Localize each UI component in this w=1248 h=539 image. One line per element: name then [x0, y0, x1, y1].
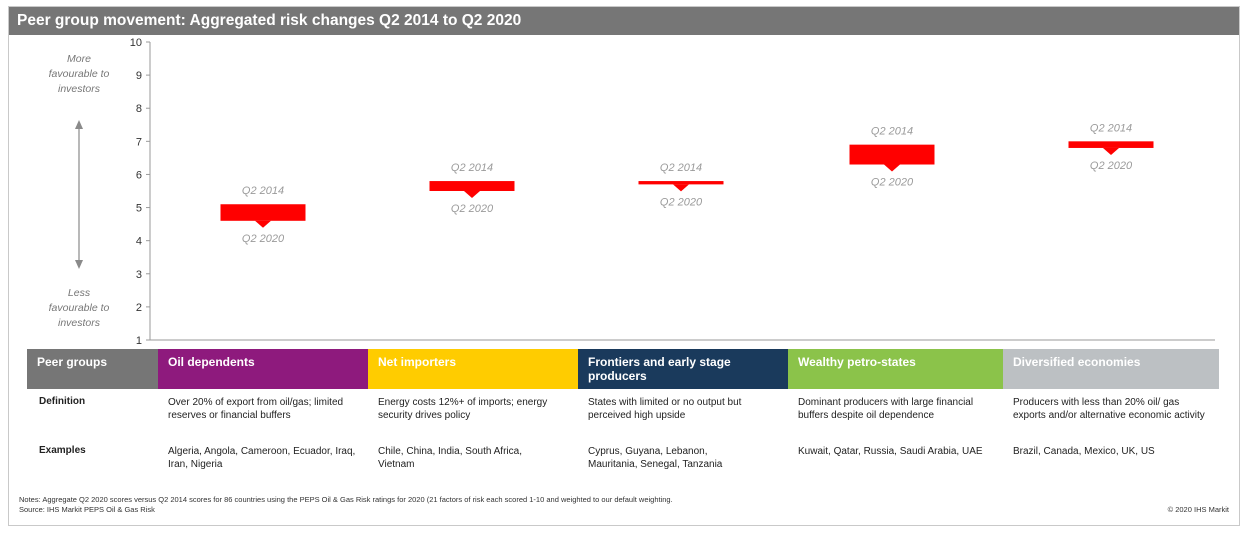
y-tick-label: 9	[136, 70, 142, 82]
label-q2-2014: Q2 2014	[871, 126, 913, 138]
examples-oil-dependents: Algeria, Angola, Cameroon, Ecuador, Iraq…	[168, 446, 356, 470]
group-header-frontiers: Frontiers and early stage producers	[578, 349, 788, 389]
range-chart: 1 2 3 4 5 6 7 8 9 10 More favourable to investors Les…	[49, 37, 1215, 347]
y-tick-label: 8	[136, 103, 142, 115]
y-tick-label: 6	[136, 169, 142, 181]
chart-title: Peer group movement: Aggregated risk cha…	[9, 7, 1239, 35]
label-q2-2014: Q2 2014	[242, 185, 284, 197]
down-marker	[464, 191, 480, 198]
down-marker	[255, 220, 271, 228]
y-tick-label: 5	[136, 203, 142, 215]
range-bar	[220, 204, 306, 221]
definition-net-importers: Energy costs 12%+ of imports; energy sec…	[378, 397, 548, 421]
range-bar	[638, 181, 724, 185]
down-marker	[884, 164, 900, 172]
group-header-net-importers: Net importers	[368, 349, 578, 389]
examples-frontiers: Cyprus, Guyana, Lebanon, Mauritania, Sen…	[588, 446, 723, 470]
label-q2-2020: Q2 2020	[242, 233, 285, 245]
y-tick-label: 10	[130, 37, 142, 49]
label-q2-2020: Q2 2020	[871, 177, 914, 189]
examples-net-importers: Chile, China, India, South Africa, Vietn…	[378, 446, 522, 470]
y-tick-label: 3	[136, 269, 142, 281]
arrow-head-up	[75, 120, 83, 129]
group-header-diversified: Diversified economies	[1003, 349, 1219, 389]
bottom-annotation-line: investors	[58, 317, 101, 329]
y-tick-label: 4	[136, 236, 142, 248]
label-q2-2014: Q2 2014	[1090, 122, 1132, 134]
top-annotation-line: More	[67, 53, 91, 65]
top-annotation-line: investors	[58, 83, 101, 95]
label-q2-2014: Q2 2014	[451, 162, 493, 174]
down-marker	[673, 184, 689, 192]
source: Source: IHS Markit PEPS Oil & Gas Risk	[19, 505, 155, 514]
bottom-annotation-line: Less	[68, 287, 91, 299]
group-header-wealthy: Wealthy petro-states	[788, 349, 1003, 389]
group-header-oil-dependents: Oil dependents	[158, 349, 368, 389]
definition-diversified: Producers with less than 20% oil/ gas ex…	[1013, 397, 1205, 421]
label-q2-2020: Q2 2020	[451, 203, 494, 215]
label-q2-2014: Q2 2014	[660, 162, 702, 174]
peer-groups-header: Peer groups	[27, 349, 158, 389]
range-bar	[429, 181, 515, 191]
y-tick-label: 7	[136, 136, 142, 148]
bottom-annotation-line: favourable to	[49, 302, 110, 314]
notes: Notes: Aggregate Q2 2020 scores versus Q…	[19, 495, 673, 504]
arrow-head-down	[75, 260, 83, 269]
y-tick-label: 1	[136, 335, 142, 347]
definition-frontiers: States with limited or no output but per…	[588, 397, 742, 421]
top-annotation-line: favourable to	[49, 68, 110, 80]
examples-diversified: Brazil, Canada, Mexico, UK, US	[1013, 446, 1155, 457]
range-bar	[1068, 141, 1154, 148]
label-q2-2020: Q2 2020	[1090, 160, 1133, 172]
chart-frame: Peer group movement: Aggregated risk cha…	[8, 6, 1240, 526]
range-bar	[849, 144, 935, 165]
label-q2-2020: Q2 2020	[660, 196, 703, 208]
definition-label: Definition	[39, 396, 86, 407]
y-tick-label: 2	[136, 302, 142, 314]
definition-wealthy: Dominant producers with large financial …	[798, 397, 974, 421]
down-marker	[1103, 147, 1119, 155]
definition-oil-dependents: Over 20% of export from oil/gas; limited…	[168, 397, 344, 421]
examples-wealthy: Kuwait, Qatar, Russia, Saudi Arabia, UAE	[798, 446, 983, 457]
copyright: © 2020 IHS Markit	[1167, 505, 1229, 514]
examples-label: Examples	[39, 445, 86, 456]
